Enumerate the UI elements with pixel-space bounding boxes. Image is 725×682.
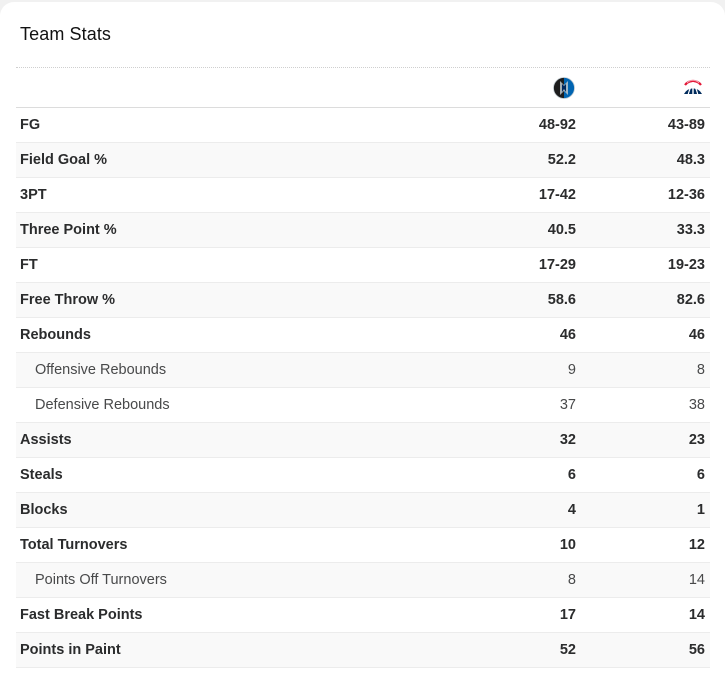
stat-label: Defensive Rebounds [35,397,170,413]
stat-label: Field Goal % [20,152,108,168]
team1-value: 52 [559,642,576,658]
team1-value: 9 [567,362,576,378]
team1-value: 37 [559,397,576,413]
team2-value: 6 [696,467,705,483]
team1-value: 17-42 [538,187,576,203]
team1-value: 17-29 [538,257,576,273]
title-divider [16,67,710,68]
team2-value: 1 [696,502,705,518]
team-logo-header [16,68,710,108]
team1-value: 46 [559,327,576,343]
stat-label: FT [20,257,38,273]
stat-row-offensive-rebounds: Offensive Rebounds 9 8 [16,353,710,388]
stat-label: Three Point % [20,222,117,238]
team2-value: 8 [696,362,705,378]
card-title: Team Stats [20,24,112,44]
stat-label: Assists [20,432,72,448]
stat-label: Points in Paint [20,642,121,658]
stat-label: Total Turnovers [20,537,128,553]
team2-value: 33.3 [676,222,705,238]
stat-row-ft: FT 17-29 19-23 [16,248,710,283]
team2-value: 14 [688,572,705,588]
team2-value: 14 [688,607,705,623]
stat-label: Rebounds [20,327,91,343]
team2-value: 46 [688,327,705,343]
team2-value: 38 [688,397,705,413]
stat-row-free-throw-pct: Free Throw % 58.6 82.6 [16,283,710,318]
team1-value: 58.6 [547,292,576,308]
team-stats-table: FG 48-92 43-89 Field Goal % 52.2 48.3 3P… [16,68,710,668]
stat-row-field-goal-pct: Field Goal % 52.2 48.3 [16,143,710,178]
team1-value: 17 [559,607,576,623]
team1-value: 4 [567,502,576,518]
team1-value: 8 [567,572,576,588]
team2-value: 56 [688,642,705,658]
mavericks-logo-icon[interactable] [553,77,575,99]
stat-row-blocks: Blocks 4 1 [16,493,710,528]
stat-row-fg: FG 48-92 43-89 [16,108,710,143]
stat-label: Steals [20,467,63,483]
stat-row-steals: Steals 6 6 [16,458,710,493]
team2-value: 48.3 [676,152,705,168]
stat-row-three-point-pct: Three Point % 40.5 33.3 [16,213,710,248]
stat-row-assists: Assists 32 23 [16,423,710,458]
team2-value: 82.6 [676,292,705,308]
team1-value: 52.2 [547,152,576,168]
team1-value: 6 [567,467,576,483]
wizards-logo-icon[interactable] [682,77,704,99]
stat-row-defensive-rebounds: Defensive Rebounds 37 38 [16,388,710,423]
stat-label: Free Throw % [20,292,116,308]
stat-row-points-off-turnovers: Points Off Turnovers 8 14 [16,563,710,598]
stat-row-fast-break-points: Fast Break Points 17 14 [16,598,710,633]
team1-value: 48-92 [538,117,576,133]
stat-label: Offensive Rebounds [35,362,167,378]
stat-label: Blocks [20,502,68,518]
team2-value: 43-89 [667,117,705,133]
stat-label: FG [20,117,41,133]
stat-label: 3PT [20,187,47,203]
stat-row-total-turnovers: Total Turnovers 10 12 [16,528,710,563]
team2-value: 23 [688,432,705,448]
team1-value: 32 [559,432,576,448]
stat-row-3pt: 3PT 17-42 12-36 [16,178,710,213]
team1-value: 10 [559,537,576,553]
team2-value: 19-23 [667,257,705,273]
stat-label: Fast Break Points [20,607,143,623]
stat-label: Points Off Turnovers [35,572,167,588]
stat-row-rebounds: Rebounds 46 46 [16,318,710,353]
team1-value: 40.5 [547,222,576,238]
team2-value: 12 [688,537,705,553]
team2-value: 12-36 [667,187,705,203]
stat-row-points-in-paint: Points in Paint 52 56 [16,633,710,668]
